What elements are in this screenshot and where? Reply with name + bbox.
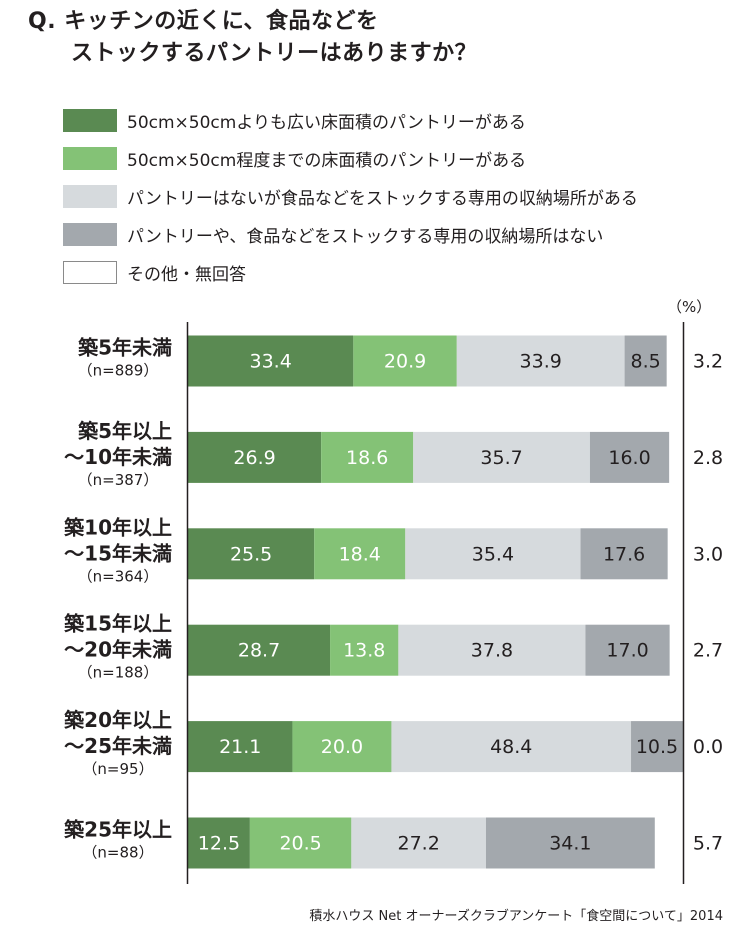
bar-segment bbox=[188, 335, 354, 387]
bar-value-label: 37.8 bbox=[471, 640, 513, 662]
bar-value-label: 16.0 bbox=[608, 447, 650, 469]
bar-segment bbox=[188, 624, 331, 676]
category-label: 築20年以上 bbox=[63, 708, 172, 732]
category-label: 築5年以上 bbox=[77, 419, 172, 443]
bar-value-label: 18.4 bbox=[339, 543, 381, 565]
bar-value-label: 13.8 bbox=[343, 640, 385, 662]
bar-value-label: 48.4 bbox=[490, 736, 532, 758]
bar-segment bbox=[391, 721, 632, 773]
bar-value-label: 35.7 bbox=[480, 447, 522, 469]
bar-segment bbox=[456, 335, 625, 387]
bar-segment bbox=[292, 721, 392, 773]
bar-segment bbox=[314, 528, 406, 580]
bar-value-label: 20.9 bbox=[384, 351, 426, 373]
bar-value-label: 20.5 bbox=[279, 833, 321, 855]
bar-value-label: 27.2 bbox=[398, 833, 440, 855]
bar-segment bbox=[188, 431, 322, 483]
bar-value-label: 33.4 bbox=[250, 351, 292, 373]
other-no-answer-value: 5.7 bbox=[693, 833, 723, 855]
other-no-answer-value: 2.7 bbox=[693, 640, 723, 662]
legend-item-small-pantry: 50cm×50cm程度までの床面積のパントリーがある bbox=[63, 139, 728, 177]
bar-value-label: 12.5 bbox=[198, 833, 240, 855]
legend-label-no-storage: パントリーや、食品などをストックする専用の収納場所はない bbox=[127, 226, 604, 247]
bar-segment bbox=[398, 624, 586, 676]
category-label: ～20年未満 bbox=[64, 638, 172, 662]
bar-value-label: 10.5 bbox=[636, 736, 678, 758]
bar-value-label: 35.4 bbox=[472, 543, 514, 565]
bar-value-label: 17.0 bbox=[606, 640, 648, 662]
category-n-label: （n=889） bbox=[78, 362, 159, 380]
category-label: 築25年以上 bbox=[63, 818, 172, 842]
bar-segment bbox=[188, 528, 315, 580]
category-n-label: （n=88） bbox=[82, 844, 153, 862]
category-n-label: （n=188） bbox=[78, 664, 159, 682]
bar-segment bbox=[321, 431, 414, 483]
other-no-answer-value: 3.0 bbox=[693, 543, 723, 565]
bar-segment bbox=[631, 721, 683, 773]
bar-segment bbox=[330, 624, 399, 676]
legend: 50cm×50cmよりも広い床面積のパントリーがある 50cm×50cm程度まで… bbox=[63, 101, 728, 291]
category-label: 築5年未満 bbox=[77, 336, 172, 360]
bar-segment bbox=[624, 335, 667, 387]
bar-segment bbox=[413, 431, 590, 483]
unit-label: （%） bbox=[667, 298, 712, 316]
bar-value-label: 28.7 bbox=[238, 640, 280, 662]
category-label: ～25年未満 bbox=[64, 734, 172, 758]
bar-segment bbox=[405, 528, 581, 580]
bar-segment bbox=[585, 624, 670, 676]
bar-value-label: 17.6 bbox=[603, 543, 645, 565]
other-no-answer-value: 3.2 bbox=[693, 351, 723, 373]
bar-value-label: 18.6 bbox=[346, 447, 388, 469]
legend-label-other: その他・無回答 bbox=[127, 264, 246, 285]
bar-value-label: 21.1 bbox=[219, 736, 261, 758]
source-note: 積水ハウス Net オーナーズクラブアンケート「食空間について」2014 bbox=[309, 909, 723, 924]
title-line-1: Q. キッチンの近くに、食品などを bbox=[28, 9, 379, 34]
legend-item-other: その他・無回答 bbox=[63, 253, 728, 291]
legend-item-no-storage: パントリーや、食品などをストックする専用の収納場所はない bbox=[63, 215, 728, 253]
category-n-label: （n=387） bbox=[78, 471, 159, 489]
bar-value-label: 25.5 bbox=[230, 543, 272, 565]
bar-value-label: 34.1 bbox=[549, 833, 591, 855]
legend-swatch-no-storage bbox=[63, 222, 117, 246]
category-label: 築15年以上 bbox=[63, 612, 172, 636]
category-label: 築10年以上 bbox=[63, 515, 172, 539]
bar-segment bbox=[485, 817, 655, 869]
bar-value-label: 20.0 bbox=[321, 736, 363, 758]
legend-swatch-dedicated-storage bbox=[63, 184, 117, 208]
category-label: ～10年未満 bbox=[64, 445, 172, 469]
bar-segment bbox=[351, 817, 486, 869]
other-no-answer-value: 0.0 bbox=[693, 736, 723, 758]
chart-title: Q. キッチンの近くに、食品などを ストックするパントリーはありますか？ bbox=[28, 6, 477, 70]
category-label: ～15年未満 bbox=[64, 541, 172, 565]
bar-segment bbox=[589, 431, 670, 483]
bar-segment bbox=[188, 817, 250, 869]
bar-segment bbox=[353, 335, 457, 387]
legend-item-dedicated-storage: パントリーはないが食品などをストックする専用の収納場所がある bbox=[63, 177, 728, 215]
bar-segment bbox=[249, 817, 352, 869]
legend-label-small-pantry: 50cm×50cm程度までの床面積のパントリーがある bbox=[127, 150, 527, 171]
legend-swatch-small-pantry bbox=[63, 146, 117, 170]
legend-label-dedicated-storage: パントリーはないが食品などをストックする専用の収納場所がある bbox=[127, 188, 638, 209]
legend-swatch-large-pantry bbox=[63, 108, 117, 132]
title-line-2: ストックするパントリーはありますか？ bbox=[71, 41, 478, 66]
legend-label-large-pantry: 50cm×50cmよりも広い床面積のパントリーがある bbox=[127, 112, 526, 133]
bar-value-label: 26.9 bbox=[233, 447, 275, 469]
bar-segment bbox=[580, 528, 668, 580]
category-n-label: （n=364） bbox=[78, 567, 159, 585]
bar-segment bbox=[188, 721, 293, 773]
legend-item-large-pantry: 50cm×50cmよりも広い床面積のパントリーがある bbox=[63, 101, 728, 139]
other-no-answer-value: 2.8 bbox=[693, 447, 723, 469]
bar-value-label: 8.5 bbox=[631, 351, 661, 373]
legend-swatch-other bbox=[63, 260, 117, 284]
stacked-bar-chart: 築5年未満 （n=889） 33.4 20.9 33.9 8.5 3.2 築5年以上～10年未… bbox=[63, 322, 723, 884]
bar-value-label: 33.9 bbox=[520, 351, 562, 373]
category-n-label: （n=95） bbox=[82, 760, 153, 778]
